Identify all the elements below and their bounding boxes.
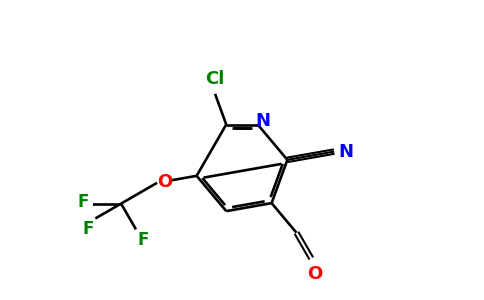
- Text: N: N: [339, 142, 354, 160]
- Text: F: F: [82, 220, 94, 238]
- Text: F: F: [77, 193, 89, 211]
- Text: N: N: [255, 112, 270, 130]
- Text: O: O: [157, 172, 172, 190]
- Text: O: O: [307, 265, 322, 283]
- Text: Cl: Cl: [205, 70, 225, 88]
- Text: F: F: [137, 231, 149, 249]
